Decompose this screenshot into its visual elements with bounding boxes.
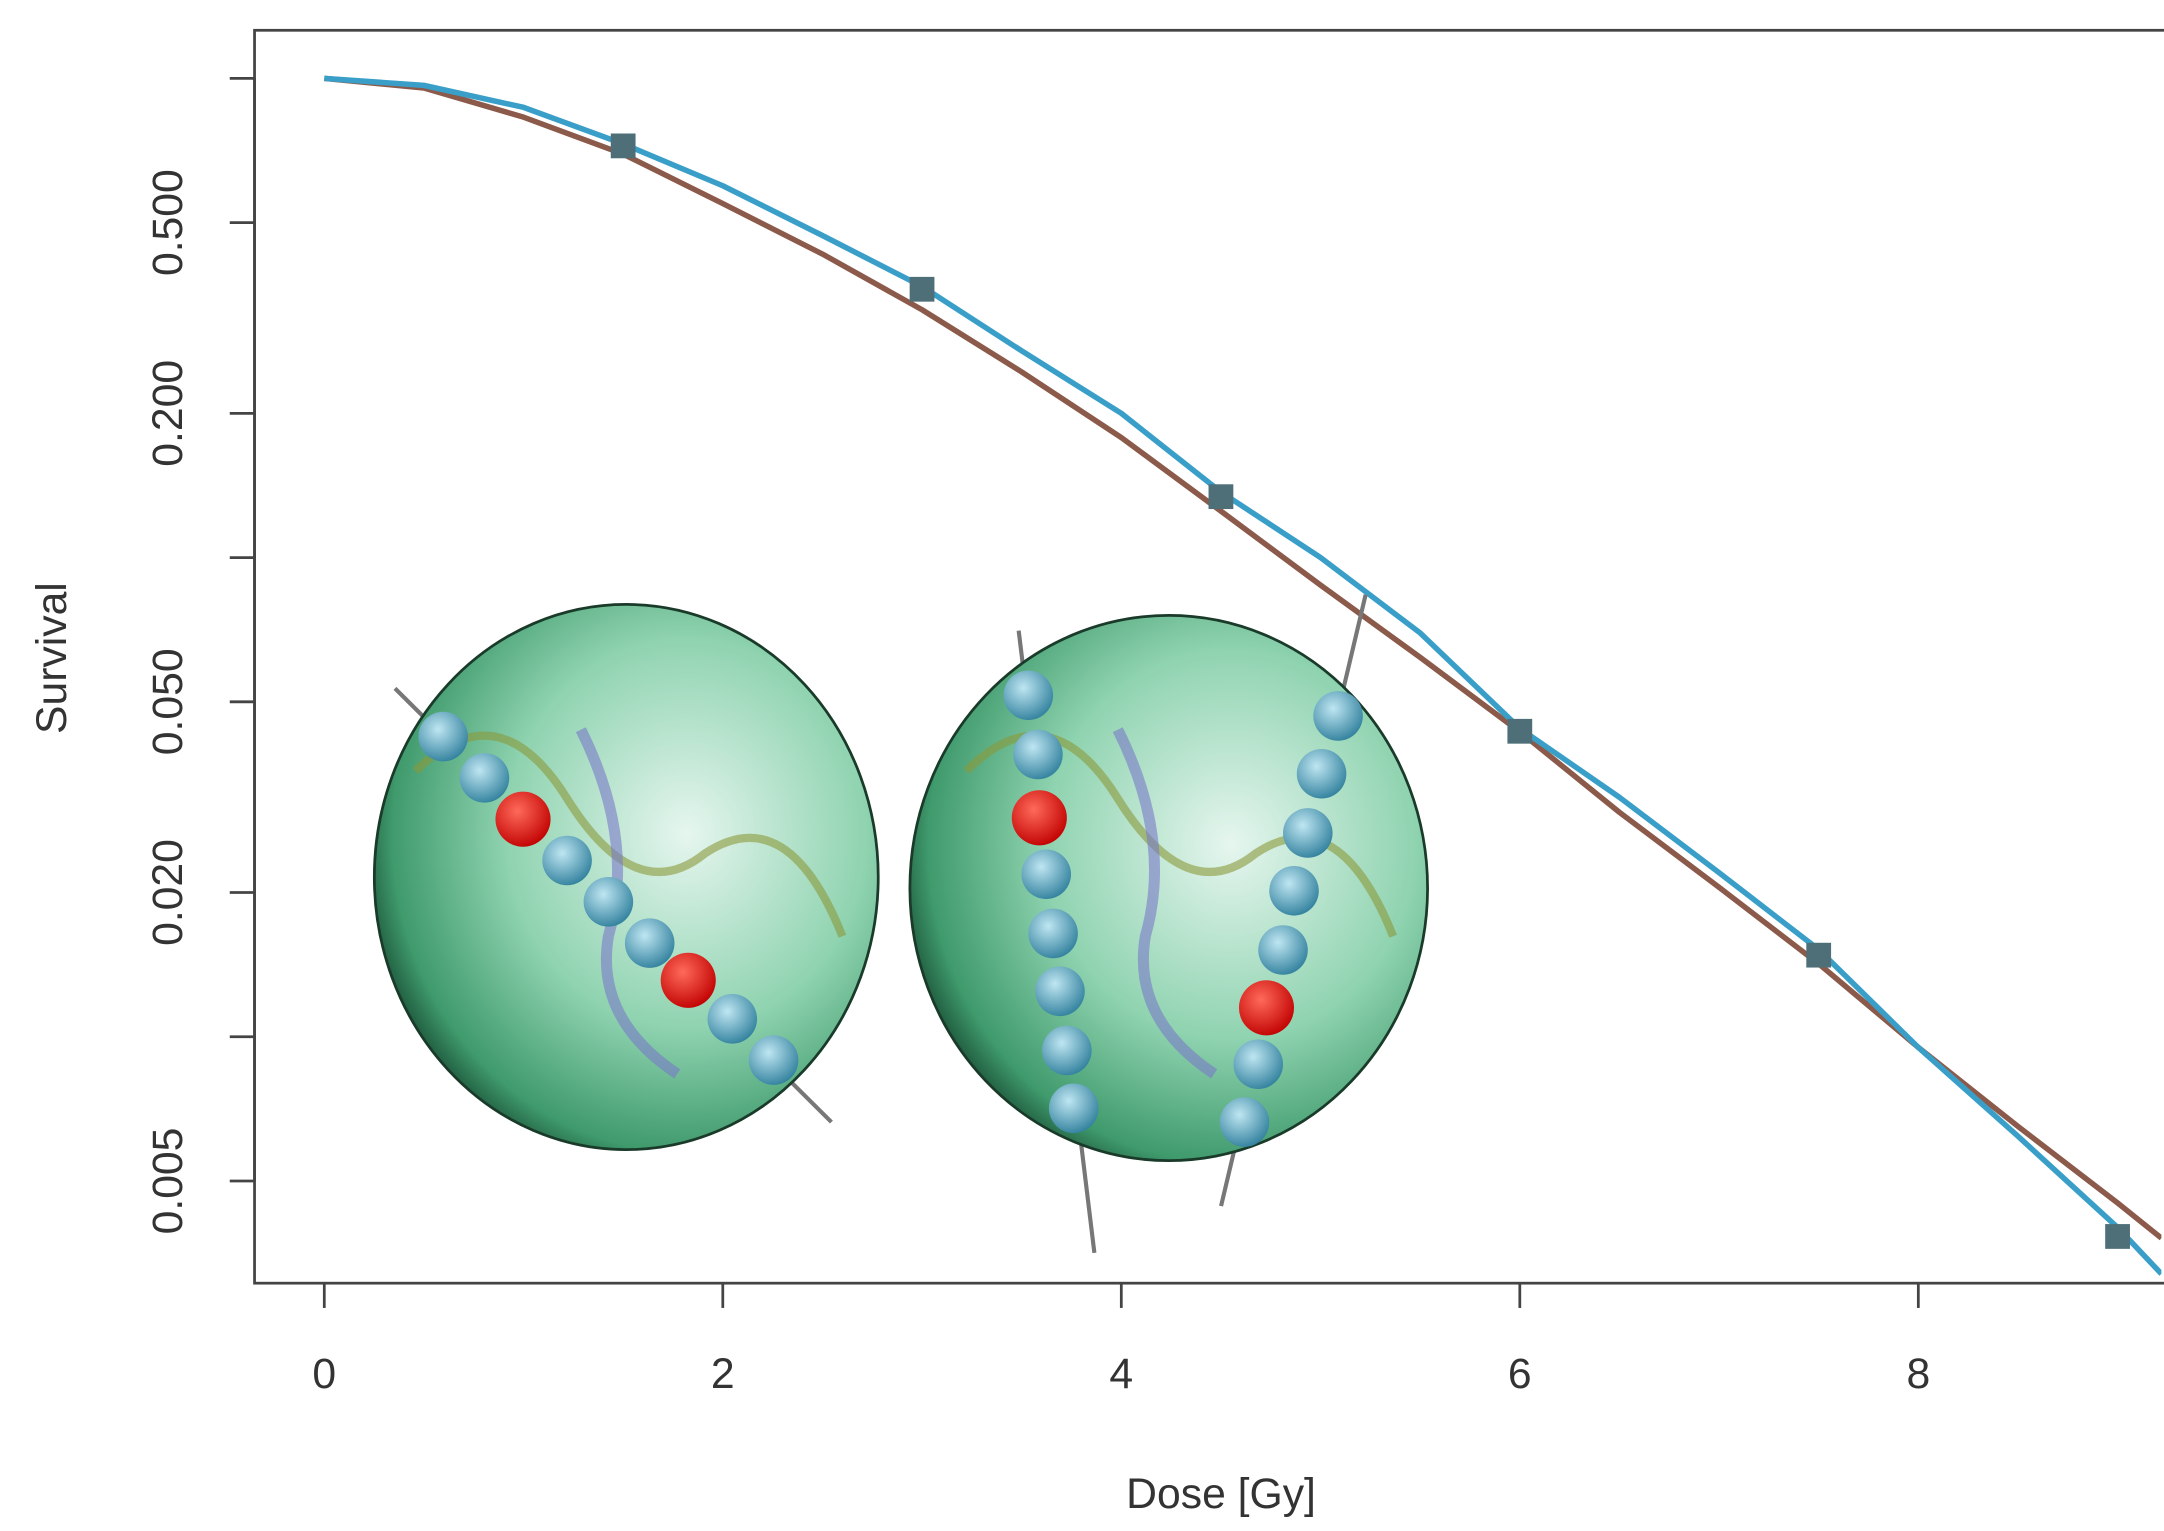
data-point [1806,942,1832,968]
data-point [2105,1224,2130,1249]
axes: 0 2 4 6 8 0.500 0.200 0.050 0.020 0.005 [144,77,1930,1398]
x-tick-label: 8 [1906,1350,1930,1398]
y-tick-label: 0.500 [144,169,192,276]
data-point [1208,484,1234,510]
plot-area [324,75,2162,1276]
x-tick-label: 2 [711,1350,735,1398]
y-tick-label: 0.200 [144,360,192,467]
y-tick-label: 0.005 [144,1128,192,1235]
x-axis-title: Dose [Gy] [1126,1470,1316,1518]
x-tick-label: 4 [1109,1350,1133,1398]
y-axis-title: Survival [28,582,76,734]
survival-curve [324,75,2162,1276]
data-point [610,133,636,159]
data-point [909,276,935,302]
data-point [1507,718,1533,744]
x-tick-label: 0 [312,1350,336,1398]
y-tick-label: 0.020 [144,839,192,946]
y-tick-label: 0.050 [144,648,192,755]
inset-illustration [372,594,1429,1254]
x-tick-label: 6 [1508,1350,1532,1398]
